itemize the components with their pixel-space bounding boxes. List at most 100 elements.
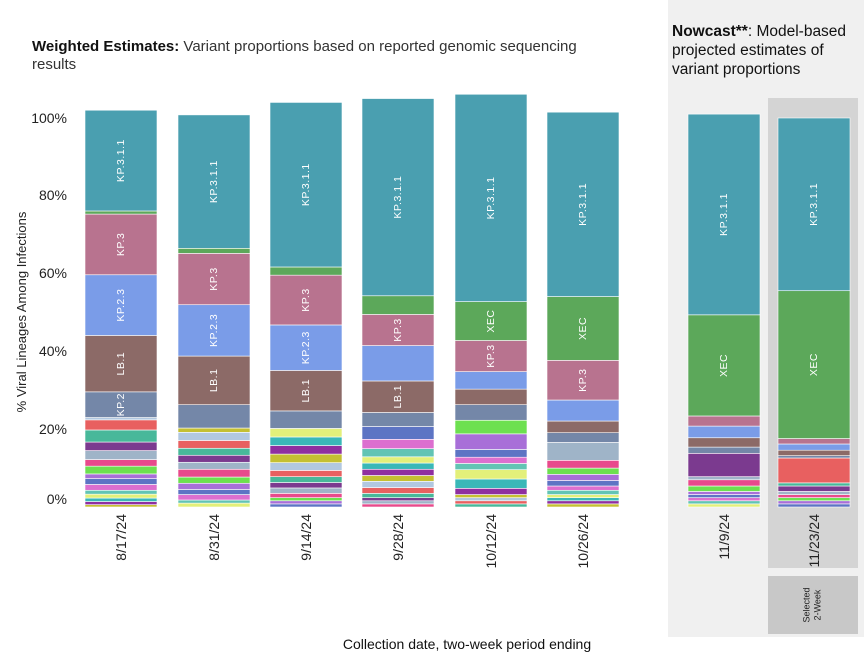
nowcast-title: Nowcast**: Model-based projected estimat…	[672, 23, 847, 78]
x-tick-label: 8/17/24	[113, 514, 129, 561]
selected-two-week-box: Selected 2-Week	[768, 576, 858, 634]
bar-segment	[177, 253, 251, 306]
bar-segment	[777, 290, 851, 439]
bar-segment	[687, 476, 761, 481]
bar-segment	[546, 399, 620, 422]
bar-segment	[177, 304, 251, 357]
segment-label: KP.3.1.1	[392, 176, 404, 219]
bar-segment	[84, 478, 158, 485]
segment-label: KP.2.3	[208, 314, 220, 347]
bar-segment	[84, 429, 158, 443]
bar-segment	[454, 488, 528, 495]
bar-segment	[84, 465, 158, 475]
segment-label: KP.3	[300, 288, 312, 311]
bar-segment	[546, 296, 620, 361]
bar-segment	[687, 415, 761, 427]
bar-segment	[177, 476, 251, 484]
segment-label: KP.3	[392, 318, 404, 341]
bar-segment	[546, 494, 620, 498]
bar-segment	[84, 391, 158, 418]
x-tick-label: 11/9/24	[716, 514, 732, 560]
bar-segment	[454, 497, 528, 502]
bar-segment	[687, 503, 761, 508]
segment-label: LB.1	[208, 369, 220, 393]
bar-segment	[361, 439, 435, 449]
bar-segment	[361, 448, 435, 458]
bar-segment	[777, 443, 851, 451]
bar-segment	[177, 404, 251, 429]
bar-segment	[84, 335, 158, 393]
bar-segment	[454, 371, 528, 390]
bar-segment	[361, 487, 435, 494]
segment-label: KP.2.3	[115, 289, 127, 322]
segment-label: LB.1	[115, 352, 127, 376]
x-tick-label: 10/12/24	[483, 514, 499, 569]
bar-segment	[269, 370, 343, 412]
bar-segment	[687, 113, 761, 316]
bar-segment	[84, 501, 158, 505]
bar-segment	[84, 497, 158, 502]
segment-label: KP.3	[577, 368, 589, 391]
bar-segment	[454, 456, 528, 464]
bar-segment	[454, 419, 528, 435]
bar-segment	[454, 93, 528, 302]
y-tick-label: 100%	[31, 110, 67, 126]
y-tick-label: 40%	[39, 343, 67, 359]
bar-segment	[777, 449, 851, 456]
bar-segment	[777, 455, 851, 459]
x-tick-label: 8/31/24	[206, 514, 222, 561]
bar-segment	[777, 503, 851, 508]
bar-segment	[777, 438, 851, 445]
bar-segment	[546, 485, 620, 491]
bar-segment	[84, 274, 158, 336]
bar-segment	[361, 503, 435, 508]
bar-segment	[177, 482, 251, 490]
segment-label: XEC	[718, 354, 730, 377]
bar-segment	[361, 295, 435, 315]
segment-label: KP.3.1.1	[718, 193, 730, 236]
bar-segment	[361, 468, 435, 476]
segment-label: LB.1	[300, 379, 312, 403]
segment-label: KP.3	[208, 267, 220, 290]
bar-segment	[84, 417, 158, 421]
bar-segment	[84, 484, 158, 491]
bar-segment	[687, 453, 761, 477]
bar-segment	[269, 482, 343, 489]
bar-segment	[454, 503, 528, 508]
bar-segment	[177, 248, 251, 254]
bar-segment	[177, 432, 251, 441]
bar-segment	[687, 446, 761, 454]
bar-segment	[361, 481, 435, 488]
bar-segment	[777, 485, 851, 492]
bar-segment	[687, 494, 761, 498]
bar-segment	[177, 494, 251, 501]
bar-segment	[777, 500, 851, 505]
bar-segment	[454, 433, 528, 450]
bar-segment	[269, 503, 343, 508]
segment-label: XEC	[577, 317, 589, 340]
bar-segment	[361, 475, 435, 482]
bar-segment	[177, 461, 251, 470]
segment-label: KP.3.1.1	[808, 183, 820, 226]
bar-segment	[454, 494, 528, 498]
bar-segment	[269, 266, 343, 276]
bar-segment	[269, 436, 343, 446]
bar-segment	[546, 442, 620, 461]
bar-segment	[777, 494, 851, 498]
bar-segment	[177, 114, 251, 249]
bar-segment	[687, 314, 761, 417]
segment-label: KP.3.1.1	[208, 160, 220, 203]
bar-segment	[361, 497, 435, 502]
bar-segment	[84, 504, 158, 508]
bar-segment	[546, 460, 620, 469]
bar-segment	[84, 450, 158, 460]
bar-segment	[454, 463, 528, 470]
bar-segment	[84, 419, 158, 431]
bar-segment	[687, 437, 761, 448]
bar-segment	[546, 420, 620, 434]
bar-segment	[546, 111, 620, 297]
bar-segment	[84, 493, 158, 499]
bar-segment	[361, 426, 435, 440]
segment-label: XEC	[808, 353, 820, 376]
bar-segment	[546, 500, 620, 505]
